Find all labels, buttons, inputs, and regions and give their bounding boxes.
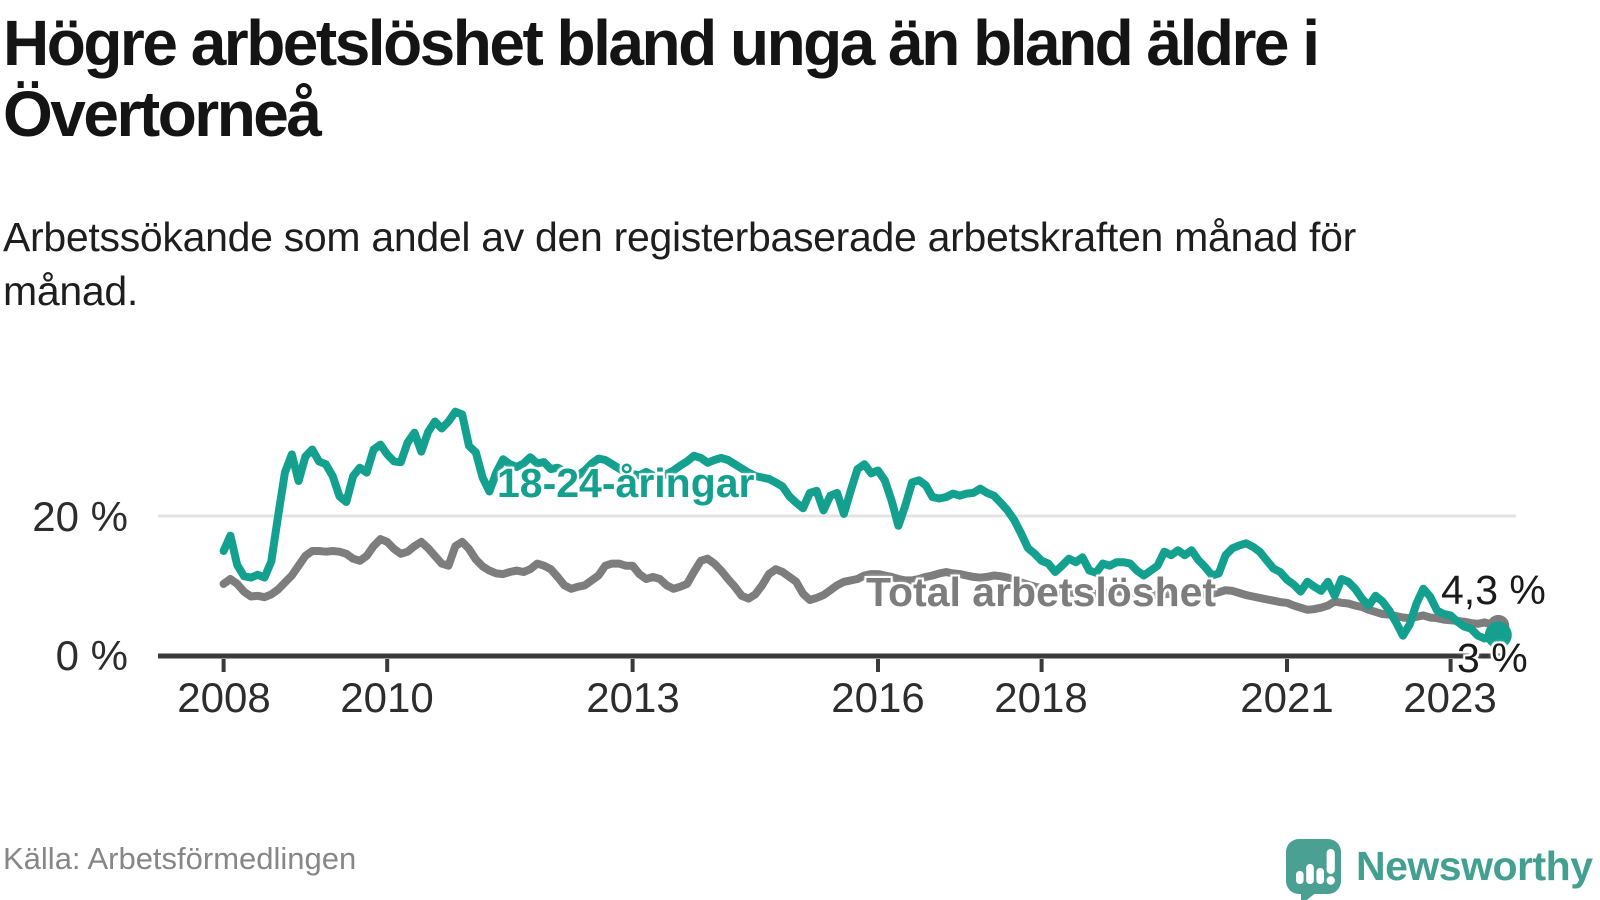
- page-title: Högre arbetslöshet bland unga än bland ä…: [3, 7, 1320, 150]
- end-value-label-total: 4,3 %: [1441, 567, 1546, 613]
- y-axis-tick-label-0: 0 %: [55, 632, 128, 679]
- x-axis-tick-label-2010: 2010: [340, 674, 434, 721]
- y-axis-tick-label-20: 20 %: [32, 493, 128, 540]
- x-axis-tick-label-2016: 2016: [831, 674, 925, 721]
- x-axis-tick-label-2023: 2023: [1403, 674, 1497, 721]
- source-note: Källa: Arbetsförmedlingen: [3, 841, 357, 876]
- total-unemployment-line: [219, 535, 1503, 630]
- youth-unemployment-line: [219, 407, 1503, 643]
- series-label-total: Total arbetslöshet: [866, 569, 1217, 615]
- x-axis-tick-label-2018: 2018: [994, 674, 1088, 721]
- chart-subtitle: Arbetssökande som andel av den registerb…: [3, 214, 1357, 314]
- brand-lockup: Newsworthy: [1284, 836, 1600, 900]
- youth-line-end-dot: [1484, 621, 1512, 649]
- x-axis-tick-label-2021: 2021: [1240, 674, 1334, 721]
- x-axis-tick-label-2013: 2013: [586, 674, 680, 721]
- series-label-youth: 18-24-åringar: [497, 460, 755, 506]
- newsworthy-logo-icon: [1286, 839, 1341, 900]
- brand-name: Newsworthy: [1356, 843, 1593, 889]
- x-axis-tick-label-2008: 2008: [177, 674, 271, 721]
- end-value-label-youth: 3 %: [1457, 635, 1528, 681]
